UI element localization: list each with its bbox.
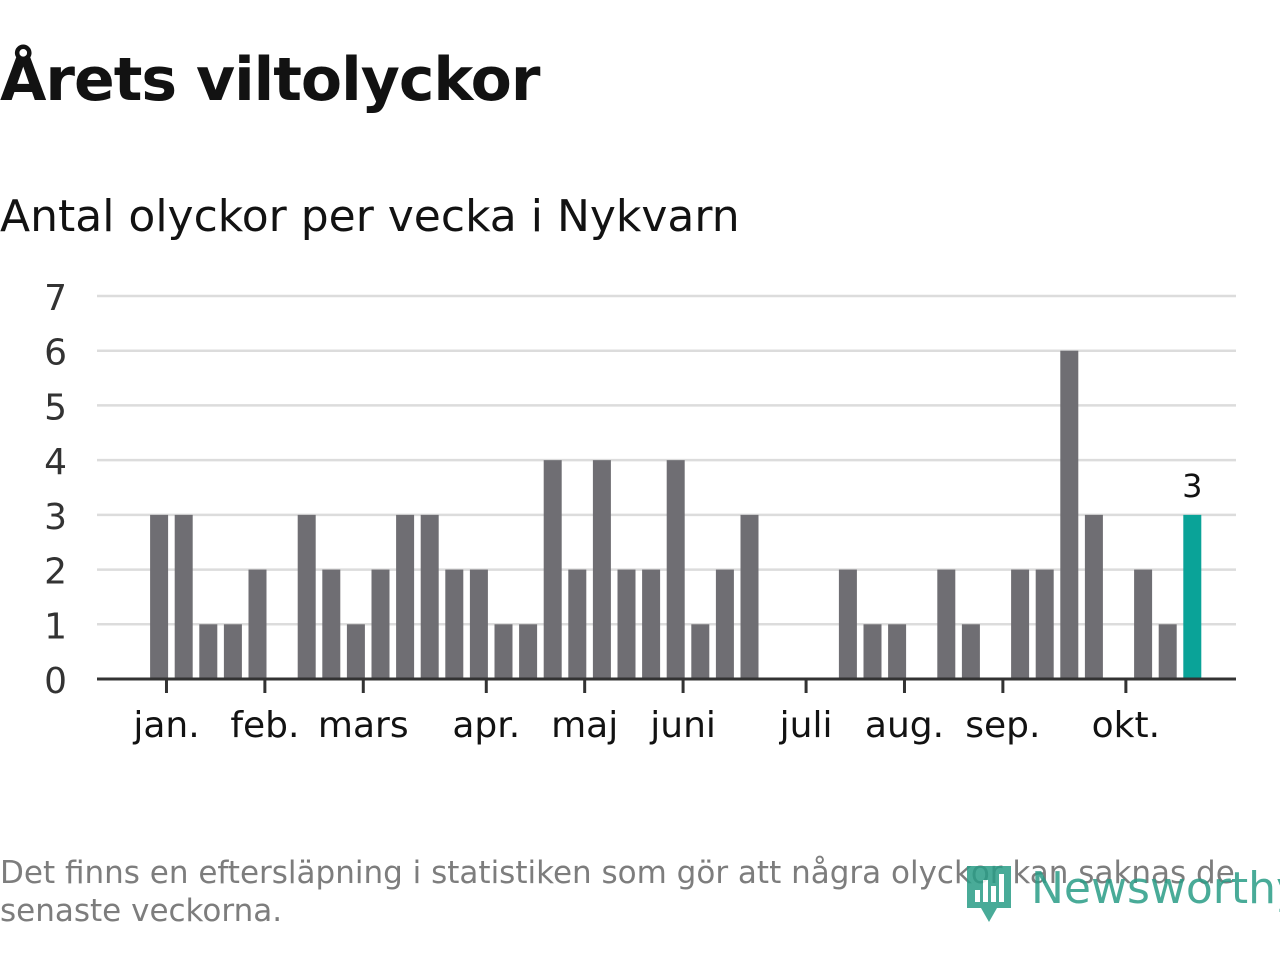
bar <box>740 514 759 679</box>
bar <box>1011 569 1030 679</box>
y-tick-label: 6 <box>44 333 67 374</box>
x-tick-label: feb. <box>230 705 299 746</box>
bar <box>888 624 907 679</box>
bar <box>1158 624 1177 679</box>
bar <box>937 569 956 679</box>
bar <box>863 624 882 679</box>
bar <box>199 624 218 679</box>
bar <box>592 460 611 679</box>
bar <box>248 569 267 679</box>
x-tick-label: juni <box>649 705 716 746</box>
y-tick-label: 7 <box>44 278 67 319</box>
x-tick-label: apr. <box>452 705 520 746</box>
x-tick-label: aug. <box>865 705 944 746</box>
bar <box>691 624 710 679</box>
bar <box>445 569 464 679</box>
bar <box>543 460 562 679</box>
y-tick-label: 1 <box>44 606 67 647</box>
bar <box>838 569 857 679</box>
bar <box>519 624 538 679</box>
chart-subtitle: Antal olyckor per vecka i Nykvarn <box>0 191 740 242</box>
bar <box>1084 514 1103 679</box>
y-tick-label: 0 <box>44 661 67 702</box>
x-tick-label: okt. <box>1092 705 1160 746</box>
y-tick-label: 4 <box>44 442 67 483</box>
bar <box>666 460 685 679</box>
bar <box>617 569 636 679</box>
x-tick-label: maj <box>551 705 618 746</box>
bar <box>223 624 242 679</box>
bar <box>1035 569 1054 679</box>
bar <box>568 569 587 679</box>
y-tick-label: 5 <box>44 387 67 428</box>
bar <box>494 624 513 679</box>
y-tick-label: 2 <box>44 552 67 593</box>
x-tick-label: juli <box>779 705 833 746</box>
bar <box>642 569 661 679</box>
brand-name: Newsworthy <box>1031 863 1280 914</box>
x-tick-label: mars <box>318 705 409 746</box>
bar <box>715 569 734 679</box>
bar <box>1134 569 1153 679</box>
data-label: 3 <box>1182 467 1202 505</box>
chart-title: Årets viltolyckor <box>0 45 540 115</box>
y-tick-label: 3 <box>44 497 67 538</box>
bar <box>961 624 980 679</box>
newsworthy-logo: Newsworthy <box>963 858 1280 928</box>
bar <box>346 624 365 679</box>
bar <box>1060 350 1079 679</box>
bar <box>469 569 488 679</box>
bar <box>420 514 439 679</box>
footnote: Det finns en eftersläpning i statistiken… <box>0 855 1235 929</box>
x-tick-label: jan. <box>132 705 199 746</box>
bar <box>396 514 415 679</box>
bar-highlight <box>1183 514 1202 679</box>
bar-chart: 0 1 2 3 4 5 6 7 3 jan. feb. mars apr. maj juni juli aug.… <box>44 278 1236 746</box>
bar <box>174 514 193 679</box>
bar <box>297 514 316 679</box>
bar <box>371 569 390 679</box>
newsworthy-icon <box>967 866 1011 922</box>
x-tick-label: sep. <box>965 705 1040 746</box>
bar <box>322 569 341 679</box>
bar <box>150 514 169 679</box>
